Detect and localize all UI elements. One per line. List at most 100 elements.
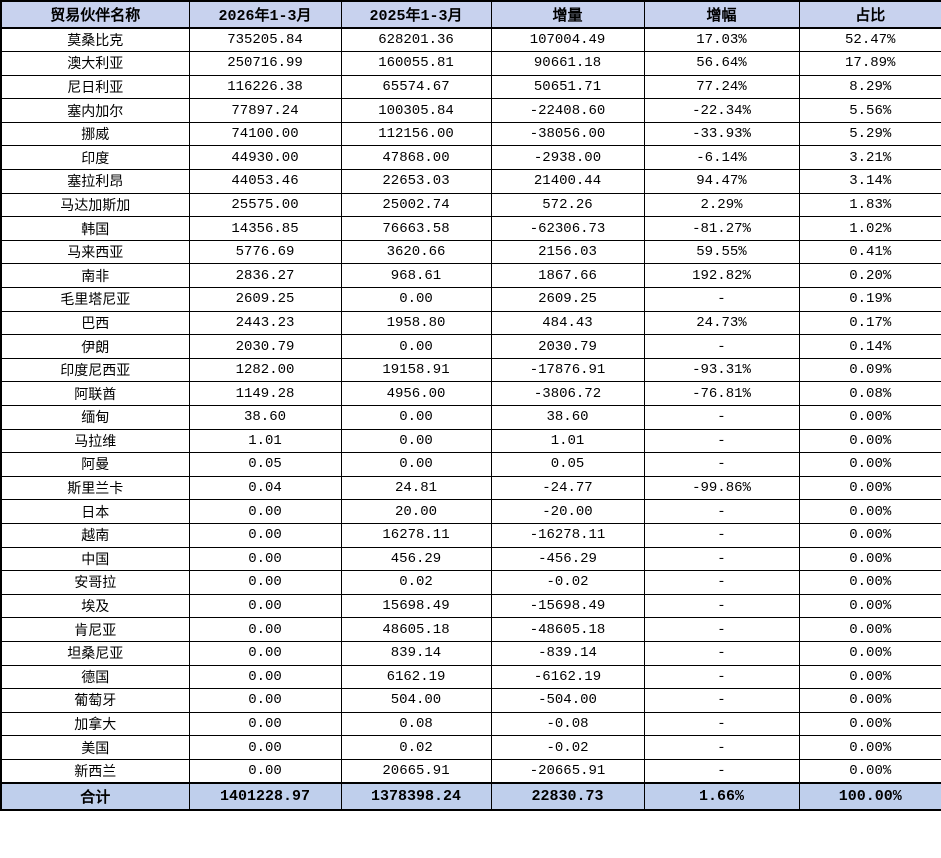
value-cell: 484.43 — [490, 310, 645, 336]
value-cell: - — [643, 711, 800, 737]
value-cell: 2156.03 — [490, 239, 645, 265]
table-header-row: 贸易伙伴名称 2026年1-3月 2025年1-3月 增量 增幅 占比 — [0, 0, 941, 29]
value-cell: 628201.36 — [340, 27, 492, 53]
value-cell: 24.81 — [340, 475, 492, 501]
value-cell: 0.00% — [798, 546, 941, 572]
value-cell: 0.00 — [188, 735, 342, 760]
value-cell: 0.00 — [188, 522, 342, 548]
table-row: 日本 0.00 20.00 -20.00-0.00% — [0, 499, 941, 524]
value-cell: 0.00% — [798, 428, 941, 454]
value-cell: 735205.84 — [188, 27, 342, 53]
partner-name-cell: 安哥拉 — [0, 570, 190, 595]
value-cell: 0.05 — [490, 452, 645, 477]
value-cell: - — [643, 522, 800, 548]
value-cell: 6162.19 — [340, 664, 492, 690]
value-cell: -20665.91 — [490, 758, 645, 784]
partner-name-cell: 德国 — [0, 664, 190, 690]
value-cell: -33.93% — [643, 121, 800, 147]
table-row: 肯尼亚 0.00 48605.18 -48605.18-0.00% — [0, 617, 941, 642]
partner-name-cell: 缅甸 — [0, 405, 190, 430]
table-row: 中国 0.00 456.29 -456.29-0.00% — [0, 546, 941, 572]
value-cell: 38.60 — [188, 405, 342, 430]
partner-name-cell: 澳大利亚 — [0, 51, 190, 76]
value-cell: 0.00% — [798, 617, 941, 642]
value-cell: 0.00% — [798, 570, 941, 595]
value-cell: 0.09% — [798, 357, 941, 383]
value-cell: 14356.85 — [188, 216, 342, 241]
table-row: 澳大利亚 250716.99 160055.81 90661.18 56.64% 17.8… — [0, 51, 941, 76]
partner-name-cell: 马来西亚 — [0, 239, 190, 265]
table-row: 马来西亚 5776.69 3620.66 2156.03 59.55% 0.41% — [0, 239, 941, 265]
total-value-cell: 22830.73 — [490, 782, 645, 811]
value-cell: 19158.91 — [340, 357, 492, 383]
value-cell: 116226.38 — [188, 74, 342, 100]
value-cell: 76663.58 — [340, 216, 492, 241]
partner-name-cell: 尼日利亚 — [0, 74, 190, 100]
partner-name-cell: 中国 — [0, 546, 190, 572]
table-row: 斯里兰卡 0.04 24.81 -24.77 -99.86% 0.00% — [0, 475, 941, 501]
value-cell: 0.00 — [188, 570, 342, 595]
value-cell: 0.00% — [798, 405, 941, 430]
value-cell: -504.00 — [490, 688, 645, 713]
value-cell: -81.27% — [643, 216, 800, 241]
partner-name-cell: 肯尼亚 — [0, 617, 190, 642]
value-cell: 107004.49 — [490, 27, 645, 53]
value-cell: 0.00% — [798, 711, 941, 737]
total-value-cell: 100.00% — [798, 782, 941, 811]
value-cell: -20.00 — [490, 499, 645, 524]
table-row: 新西兰 0.00 20665.91 -20665.91-0.00% — [0, 758, 941, 784]
value-cell: 3.14% — [798, 169, 941, 194]
value-cell: 0.08 — [340, 711, 492, 737]
value-cell: 1.01 — [490, 428, 645, 454]
value-cell: -2938.00 — [490, 145, 645, 171]
value-cell: - — [643, 688, 800, 713]
table-body: 莫桑比克 735205.84 628201.36 107004.49 17.03% 52.… — [0, 27, 941, 784]
total-value-cell: 1378398.24 — [340, 782, 492, 811]
value-cell: -62306.73 — [490, 216, 645, 241]
partner-name-cell: 新西兰 — [0, 758, 190, 784]
column-header-5: 占比 — [798, 0, 941, 29]
value-cell: 0.00% — [798, 758, 941, 784]
partner-name-cell: 加拿大 — [0, 711, 190, 737]
value-cell: 90661.18 — [490, 51, 645, 76]
value-cell: 0.05 — [188, 452, 342, 477]
table-row: 尼日利亚 116226.38 65574.67 50651.71 77.24% 8.29% — [0, 74, 941, 100]
value-cell: 2609.25 — [490, 287, 645, 312]
value-cell: 839.14 — [340, 640, 492, 666]
value-cell: 44930.00 — [188, 145, 342, 171]
value-cell: 2030.79 — [188, 334, 342, 359]
partner-name-cell: 阿曼 — [0, 452, 190, 477]
value-cell: 38.60 — [490, 405, 645, 430]
value-cell: 15698.49 — [340, 593, 492, 619]
partner-name-cell: 美国 — [0, 735, 190, 760]
value-cell: 3.21% — [798, 145, 941, 171]
value-cell: 77.24% — [643, 74, 800, 100]
total-label-cell: 合计 — [0, 782, 190, 811]
value-cell: 44053.46 — [188, 169, 342, 194]
value-cell: 94.47% — [643, 169, 800, 194]
partner-name-cell: 日本 — [0, 499, 190, 524]
value-cell: 0.00 — [340, 405, 492, 430]
partner-name-cell: 马拉维 — [0, 428, 190, 454]
value-cell: 192.82% — [643, 263, 800, 289]
value-cell: -76.81% — [643, 381, 800, 406]
column-header-2: 2025年1-3月 — [340, 0, 492, 29]
table-row: 南非 2836.27 968.61 1867.66 192.82% 0.20% — [0, 263, 941, 289]
table-row: 莫桑比克 735205.84 628201.36 107004.49 17.03% 52.… — [0, 27, 941, 53]
value-cell: 25002.74 — [340, 192, 492, 218]
value-cell: 0.00 — [188, 546, 342, 572]
value-cell: 65574.67 — [340, 74, 492, 100]
value-cell: 0.00% — [798, 499, 941, 524]
value-cell: 0.00 — [340, 287, 492, 312]
table-header: 贸易伙伴名称 2026年1-3月 2025年1-3月 增量 增幅 占比 — [0, 0, 941, 29]
value-cell: -93.31% — [643, 357, 800, 383]
partner-name-cell: 挪威 — [0, 121, 190, 147]
table-row: 坦桑尼亚 0.00 839.14 -839.14-0.00% — [0, 640, 941, 666]
value-cell: 52.47% — [798, 27, 941, 53]
value-cell: - — [643, 499, 800, 524]
partner-name-cell: 斯里兰卡 — [0, 475, 190, 501]
value-cell: 0.14% — [798, 334, 941, 359]
value-cell: - — [643, 735, 800, 760]
table-row: 挪威 74100.00 112156.00 -38056.00 -33.93% 5.29% — [0, 121, 941, 147]
partner-name-cell: 韩国 — [0, 216, 190, 241]
